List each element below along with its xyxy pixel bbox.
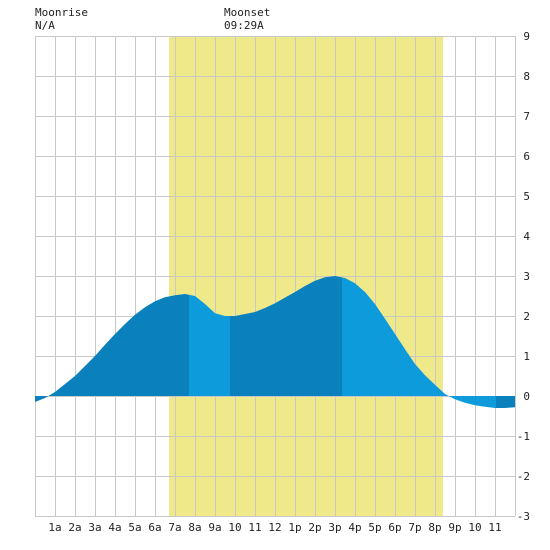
moonrise-value: N/A	[35, 19, 55, 32]
y-tick-label: 8	[523, 70, 530, 83]
moonset-value: 09:29A	[224, 19, 264, 32]
x-tick-label: 4a	[108, 521, 121, 534]
x-tick-label: 5a	[128, 521, 141, 534]
y-tick-label: 0	[523, 390, 530, 403]
x-tick-label: 6a	[148, 521, 161, 534]
y-tick-label: 9	[523, 30, 530, 43]
x-tick-label: 6p	[388, 521, 401, 534]
y-tick-label: -2	[517, 470, 530, 483]
x-tick-label: 12	[268, 521, 281, 534]
x-tick-label: 3a	[88, 521, 101, 534]
x-tick-label: 5p	[368, 521, 381, 534]
x-tick-label: 1p	[288, 521, 301, 534]
x-tick-label: 11	[248, 521, 261, 534]
y-tick-label: 4	[523, 230, 530, 243]
x-tick-label: 4p	[348, 521, 361, 534]
x-tick-label: 8a	[188, 521, 201, 534]
y-tick-label: -3	[517, 510, 530, 523]
x-tick-label: 10	[228, 521, 241, 534]
x-tick-label: 8p	[428, 521, 441, 534]
x-tick-label: 1a	[48, 521, 61, 534]
y-tick-label: 3	[523, 270, 530, 283]
x-tick-label: 3p	[328, 521, 341, 534]
y-tick-label: -1	[517, 430, 530, 443]
y-tick-label: 7	[523, 110, 530, 123]
x-tick-label: 2a	[68, 521, 81, 534]
x-tick-label: 10	[468, 521, 481, 534]
x-tick-label: 2p	[308, 521, 321, 534]
x-tick-label: 11	[488, 521, 501, 534]
moonset-label: Moonset	[224, 6, 271, 19]
y-tick-label: 1	[523, 350, 530, 363]
x-tick-label: 9a	[208, 521, 221, 534]
y-tick-label: 6	[523, 150, 530, 163]
moonrise-label: Moonrise	[35, 6, 88, 19]
x-tick-label: 7a	[168, 521, 181, 534]
y-tick-label: 2	[523, 310, 530, 323]
y-tick-label: 5	[523, 190, 530, 203]
x-tick-label: 9p	[448, 521, 461, 534]
x-tick-label: 7p	[408, 521, 421, 534]
